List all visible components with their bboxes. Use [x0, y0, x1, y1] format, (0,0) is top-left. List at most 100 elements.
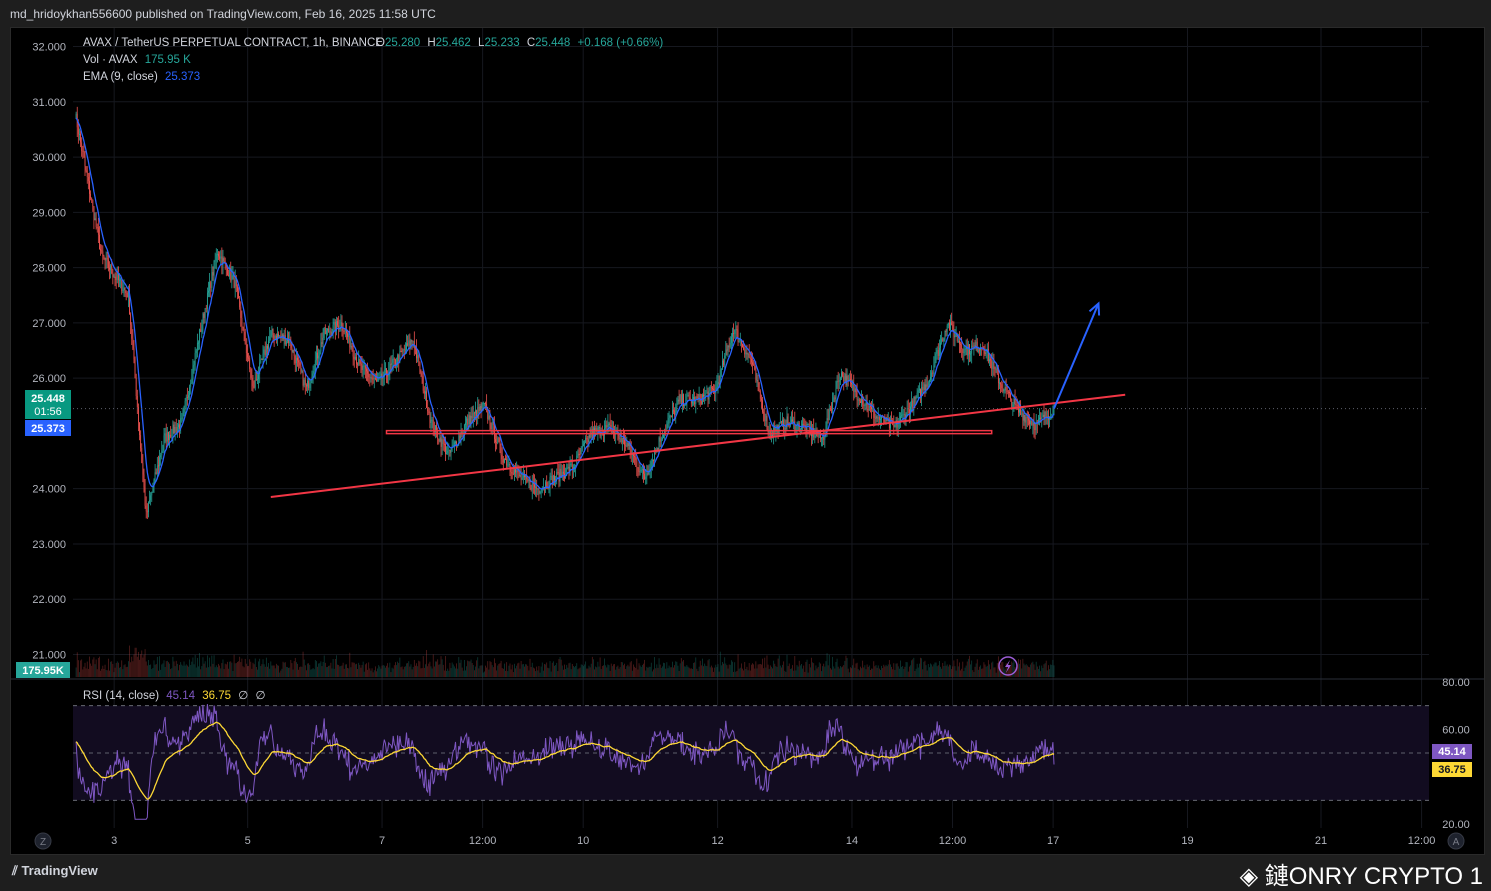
volume-bar: [843, 665, 845, 677]
candle-body: [178, 424, 179, 428]
chart-frame[interactable]: 80.00 60.00 20.00 32.000 31.000 30.000 29.000…: [10, 27, 1485, 855]
volume-bar: [925, 665, 927, 677]
volume-bar: [363, 671, 365, 677]
volume-bar: [396, 665, 397, 677]
volume-bar: [99, 656, 100, 677]
volume-bar: [208, 667, 209, 677]
candle-body: [489, 415, 491, 426]
volume-bar: [744, 661, 746, 677]
volume-bar: [949, 664, 950, 677]
tradingview-logo[interactable]: ⫽ TradingView: [12, 863, 98, 879]
volume-bar: [723, 663, 724, 677]
price-tick-label[interactable]: 21.000: [32, 649, 66, 661]
candle-body: [924, 384, 926, 391]
price-tick-label[interactable]: 28.000: [32, 263, 66, 275]
price-tick-label[interactable]: 32.000: [32, 42, 66, 54]
time-tick-label[interactable]: 14: [846, 835, 858, 847]
time-tick-label[interactable]: 12:00: [939, 835, 967, 847]
rsi-tick-label: 20.00: [1442, 819, 1470, 831]
candle-body: [654, 451, 656, 461]
volume-bar: [470, 659, 472, 677]
legend-ema[interactable]: EMA (9, close) 25.373: [83, 71, 200, 83]
candle-body: [195, 350, 197, 354]
volume-bar: [311, 669, 313, 677]
volume-bar: [498, 663, 500, 677]
support-zone[interactable]: [385, 429, 993, 435]
time-tick-label[interactable]: 12:00: [469, 835, 497, 847]
candle-body: [218, 253, 219, 257]
candle-body: [922, 387, 924, 391]
candle-body: [232, 275, 234, 277]
volume-bar: [292, 669, 294, 677]
price-tick-label[interactable]: 22.000: [32, 594, 66, 606]
candle-body: [699, 394, 701, 402]
candle-body: [668, 417, 670, 423]
price-tick-label[interactable]: 23.000: [32, 539, 66, 551]
legend-volume[interactable]: Vol · AVAX 175.95 K: [83, 54, 191, 66]
volume-bar: [218, 663, 219, 677]
drawings[interactable]: [270, 301, 1126, 498]
volume-bar: [186, 665, 188, 677]
time-tick-label[interactable]: 5: [245, 835, 251, 847]
volume-bar: [1012, 662, 1014, 677]
candle-body: [152, 487, 154, 492]
volume-bar: [437, 659, 439, 677]
price-tick-label[interactable]: 31.000: [32, 97, 66, 109]
candle-body: [773, 427, 775, 436]
legend-rsi[interactable]: RSI (14, close) 45.14 36.75 ∅ ∅: [83, 690, 266, 702]
candle-body: [229, 268, 231, 277]
volume-bar: [534, 668, 535, 677]
candle-body: [867, 408, 869, 411]
time-tick-label[interactable]: 17: [1047, 835, 1059, 847]
price-axis: 32.000 31.000 30.000 29.000 28.000 27.000 26.0…: [32, 42, 66, 662]
price-tick-label[interactable]: 24.000: [32, 484, 66, 496]
volume-bar: [265, 657, 267, 677]
volume-bar: [153, 660, 155, 677]
price-tick-label[interactable]: 30.000: [32, 152, 66, 164]
log-scale-button[interactable]: A: [1447, 832, 1465, 850]
candle-body: [862, 398, 864, 405]
volume-bar: [621, 662, 623, 677]
time-tick-label[interactable]: 10: [577, 835, 589, 847]
auto-scale-button[interactable]: Z: [34, 832, 52, 850]
time-tick-label[interactable]: 21: [1315, 835, 1327, 847]
trendline[interactable]: [270, 393, 1126, 498]
candle-body: [537, 488, 539, 490]
volume-bar: [285, 666, 287, 677]
volume-bar: [960, 670, 961, 677]
time-tick-label[interactable]: 7: [379, 835, 385, 847]
volume-bar: [935, 662, 937, 677]
candle-body: [791, 419, 792, 424]
price-tick-label[interactable]: 27.000: [32, 318, 66, 330]
volume-bar: [648, 666, 650, 677]
candle-body: [872, 408, 874, 410]
volume-bar: [331, 668, 333, 677]
lightning-icon[interactable]: [998, 656, 1018, 676]
volume-bar: [991, 662, 993, 677]
time-tick-label[interactable]: 19: [1181, 835, 1193, 847]
volume-bar: [354, 664, 356, 677]
time-tick-label[interactable]: 3: [111, 835, 117, 847]
price-tick-label[interactable]: 29.000: [32, 207, 66, 219]
time-tick-label[interactable]: 12: [711, 835, 723, 847]
candle-body: [249, 358, 251, 369]
candle-body: [901, 415, 902, 417]
volume-bar: [658, 658, 660, 677]
volume-bar: [445, 656, 446, 677]
price-tick-label[interactable]: 26.000: [32, 373, 66, 385]
volume-bar: [206, 655, 208, 677]
candle-body: [166, 431, 168, 442]
volume-bar: [737, 654, 739, 677]
projection-arrow-head[interactable]: [1088, 301, 1101, 316]
author-line: md_hridoykhan556600 published on Trading…: [10, 7, 436, 21]
candle-body: [120, 279, 122, 281]
time-tick-label[interactable]: 12:00: [1408, 835, 1436, 847]
time-axis[interactable]: 3 5 7 12:00 10 12 14 12:00 17 19 21 12:00: [111, 835, 1435, 847]
candle-body: [261, 358, 263, 360]
volume-bar: [672, 661, 673, 677]
legend-symbol[interactable]: AVAX / TetherUS PERPETUAL CONTRACT, 1h, …: [83, 37, 383, 49]
volume-bar: [427, 666, 429, 677]
high-value: 25.462: [436, 37, 471, 49]
projection-arrow[interactable]: [1053, 303, 1100, 409]
